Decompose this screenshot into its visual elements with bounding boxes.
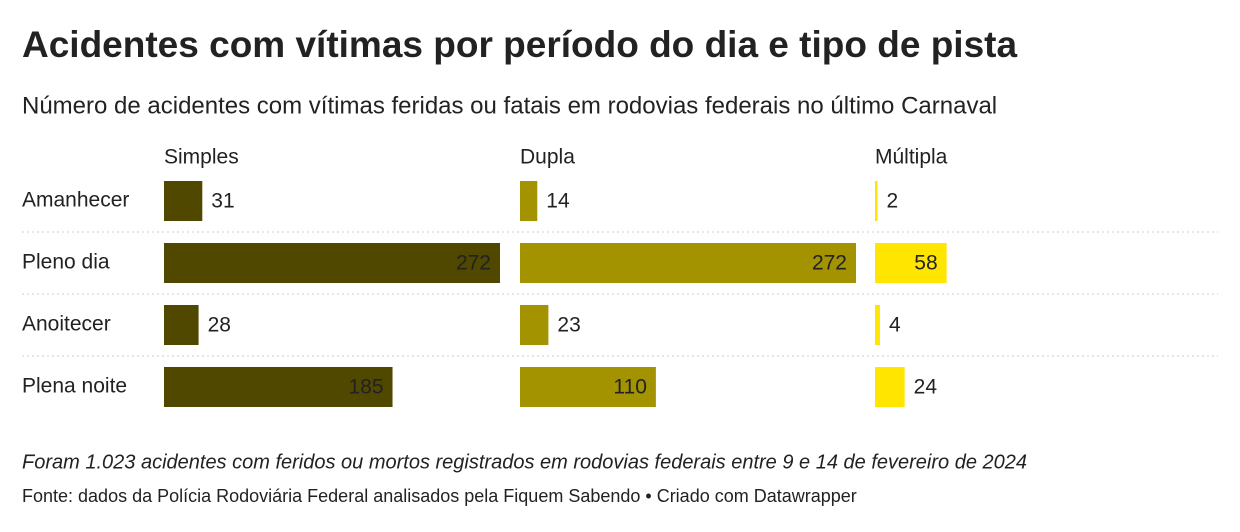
bar (520, 305, 549, 345)
bar (875, 305, 880, 345)
bar (875, 181, 878, 221)
bar (164, 305, 199, 345)
category-label: Amanhecer (22, 189, 129, 212)
series-label: Múltipla (875, 146, 948, 169)
chart-note: Foram 1.023 acidentes com feridos ou mor… (22, 451, 1027, 473)
value-label: 110 (613, 376, 646, 399)
bar (520, 243, 856, 283)
chart-title: Acidentes com vítimas por período do dia… (22, 24, 1017, 65)
category-label: Anoitecer (22, 313, 111, 336)
value-label: 272 (456, 252, 491, 275)
value-label: 28 (208, 314, 231, 337)
category-label: Pleno dia (22, 251, 110, 274)
series-label: Dupla (520, 146, 575, 169)
chart-subtitle: Número de acidentes com vítimas feridas … (22, 92, 997, 119)
value-label: 24 (914, 376, 938, 399)
series-label: Simples (164, 146, 239, 169)
value-label: 31 (211, 190, 234, 213)
value-label: 14 (546, 190, 570, 213)
value-label: 23 (557, 314, 580, 337)
bar (520, 367, 656, 407)
bar (164, 243, 500, 283)
category-label: Plena noite (22, 375, 127, 398)
bar (164, 181, 203, 221)
bar (520, 181, 538, 221)
value-label: 2 (886, 190, 898, 213)
value-label: 4 (889, 314, 901, 337)
value-label: 185 (348, 376, 383, 399)
value-label: 272 (812, 252, 847, 275)
value-label: 58 (914, 252, 937, 275)
bar (875, 367, 905, 407)
bar (875, 243, 947, 283)
bar (164, 367, 393, 407)
chart-source: Fonte: dados da Polícia Rodoviária Feder… (22, 486, 857, 506)
